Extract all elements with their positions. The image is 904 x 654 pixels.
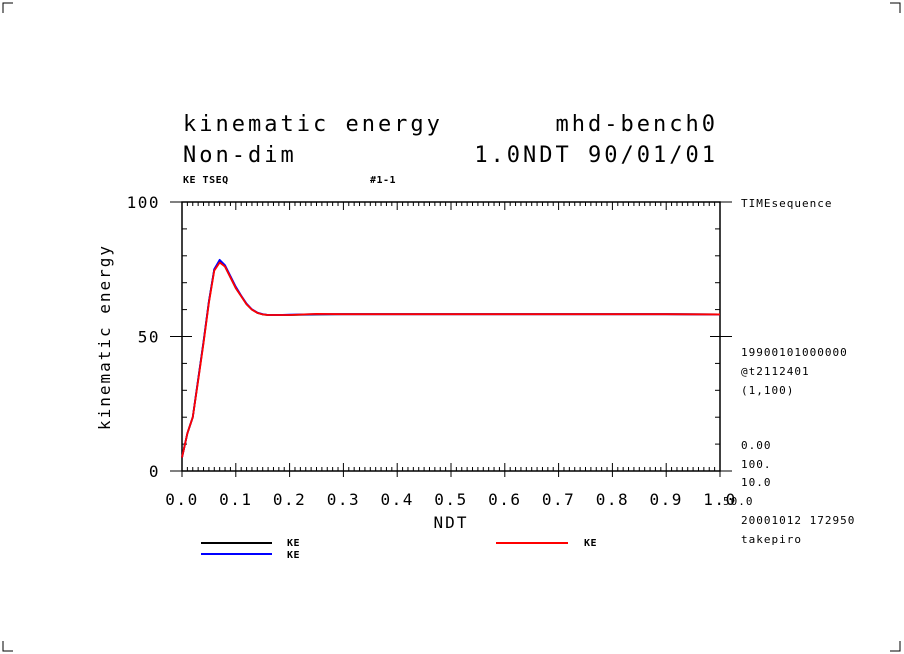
x-tick-label: 0.8 (596, 490, 629, 509)
y-axis-ticks (170, 201, 732, 472)
y-axis-tick-labels: 0 50 100 (127, 193, 160, 481)
x-tick-label: 0.6 (488, 490, 521, 509)
x-tick-label: 1.0 (703, 490, 736, 509)
series-line-2 (181, 258, 721, 458)
y-axis-title: kinematic energy (95, 244, 114, 430)
x-axis-title: NDT (434, 513, 469, 532)
series-line-3 (181, 261, 721, 458)
title-line1-left: kinematic energy (183, 112, 443, 137)
x-tick-label: 0.0 (165, 490, 198, 509)
side-file-id: @t2112401 (741, 365, 810, 378)
y-tick-label: 0 (149, 462, 160, 481)
crop-mark-top-left (2, 2, 13, 13)
side-date-code: 19900101000000 (741, 346, 848, 359)
title-line2-left: Non-dim (183, 143, 297, 168)
x-axis-ticks (181, 202, 721, 477)
crop-mark-top-right (890, 2, 901, 13)
series-line-1 (181, 260, 721, 458)
side-value-4: 50.0 (723, 495, 754, 508)
legend-label-black: KE (287, 538, 300, 549)
x-tick-label: 0.2 (273, 490, 306, 509)
side-label-timesequence: TIMEsequence (741, 197, 832, 210)
x-tick-label: 0.9 (649, 490, 682, 509)
x-tick-label: 0.3 (327, 490, 360, 509)
x-tick-label: 0.5 (434, 490, 467, 509)
x-tick-label: 0.4 (380, 490, 413, 509)
x-tick-label: 0.7 (542, 490, 575, 509)
side-user: takepiro (741, 533, 802, 546)
y-tick-label: 100 (127, 193, 160, 212)
side-dims: (1,100) (741, 384, 794, 397)
variable-label: KE TSEQ (183, 175, 229, 186)
crop-mark-bottom-left (2, 641, 13, 652)
legend: KE KE KE (201, 538, 597, 561)
side-value-2: 100. (741, 458, 772, 471)
side-value-3: 10.0 (741, 476, 772, 489)
x-axis-tick-labels: 0.0 0.1 0.2 0.3 0.4 0.5 0.6 0.7 0.8 0.9 1.0 (165, 490, 736, 509)
title-line2-right: 1.0NDT 90/01/01 (474, 143, 718, 168)
index-label: #1-1 (370, 175, 396, 186)
title-line1-right: mhd-bench0 (556, 112, 718, 137)
crop-mark-bottom-right (890, 641, 901, 652)
legend-label-red: KE (584, 538, 597, 549)
side-value-1: 0.00 (741, 439, 772, 452)
side-timestamp: 20001012 172950 (741, 514, 855, 527)
y-tick-label: 50 (138, 328, 160, 347)
plot-frame (181, 201, 721, 472)
x-tick-label: 0.1 (219, 490, 252, 509)
legend-label-blue: KE (287, 550, 300, 561)
series-group (181, 258, 721, 458)
